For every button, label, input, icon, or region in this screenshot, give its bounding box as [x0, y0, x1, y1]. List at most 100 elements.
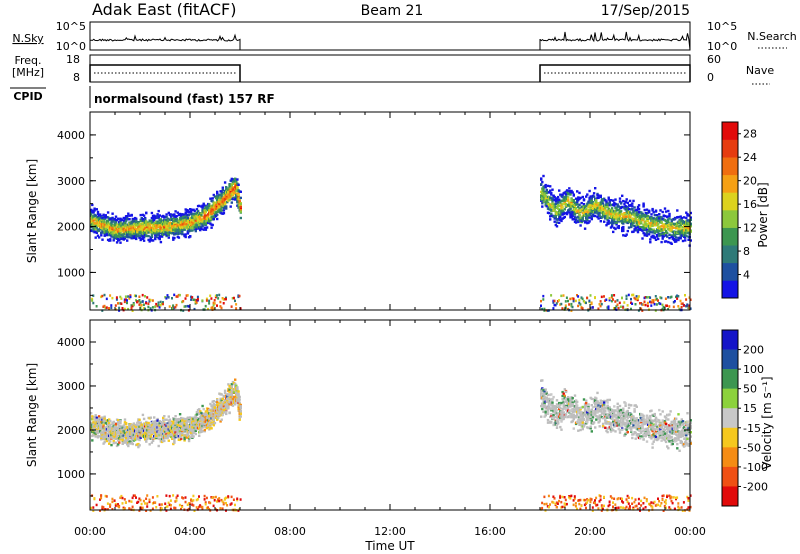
- velocity-cell: [165, 432, 168, 435]
- cpid-label: CPID: [13, 90, 42, 103]
- power-near-cell: [182, 309, 185, 312]
- velocity-near-cell: [117, 503, 119, 506]
- power-cell: [636, 215, 640, 219]
- power-near-cell: [689, 298, 692, 301]
- velocity-cell: [94, 435, 97, 438]
- power-near-cell: [578, 301, 581, 305]
- power-near-cell: [214, 294, 217, 298]
- power-cell: [624, 208, 627, 211]
- power-cell: [122, 216, 125, 220]
- power-cell: [641, 237, 644, 240]
- power-cell: [676, 223, 679, 226]
- velocity-cell: [111, 422, 114, 426]
- power-cell: [630, 218, 633, 222]
- power-colorbar-label: Power [dB]: [756, 182, 770, 247]
- power-cell: [664, 240, 668, 243]
- power-cell: [553, 208, 556, 211]
- power-near-cell: [151, 306, 154, 309]
- power-cell: [140, 228, 143, 231]
- power-cell: [673, 217, 677, 221]
- velocity-near-cell: [146, 494, 149, 497]
- power-cell: [167, 233, 170, 237]
- velocity-cell: [160, 428, 164, 431]
- power-cell: [544, 186, 547, 189]
- power-near-cell: [630, 301, 632, 304]
- power-cell: [101, 229, 104, 233]
- power-colorbar-segment: [722, 122, 738, 140]
- power-near-cell: [634, 297, 637, 301]
- power-cell: [153, 218, 156, 222]
- power-near-cell: [657, 299, 659, 302]
- power-cell: [616, 213, 619, 217]
- power-cell: [599, 194, 602, 197]
- power-cell: [106, 216, 110, 219]
- velocity-near-cell: [104, 508, 107, 511]
- power-near-cell: [211, 306, 214, 309]
- power-cell: [689, 218, 692, 221]
- power-near-cell: [239, 307, 242, 310]
- velocity-cell: [153, 416, 156, 419]
- velocity-near-cell: [111, 497, 114, 501]
- power-cell: [675, 240, 678, 243]
- power-near-cell: [567, 299, 569, 303]
- power-cell: [568, 190, 571, 193]
- velocity-cell: [127, 433, 130, 437]
- power-cell: [612, 199, 615, 202]
- power-near-cell: [219, 300, 222, 304]
- power-cell: [585, 207, 588, 211]
- power-cell: [562, 202, 565, 206]
- velocity-cell: [114, 433, 118, 436]
- power-near-cell: [591, 306, 594, 309]
- power-near-cell: [235, 303, 238, 306]
- power-near-cell: [209, 294, 212, 297]
- power-cell: [576, 190, 579, 193]
- power-cell: [558, 189, 561, 192]
- velocity-cell: [172, 436, 175, 439]
- power-near-cell: [205, 299, 208, 302]
- power-near-cell: [684, 294, 686, 297]
- nsearch-tick-top: 10^5: [707, 20, 737, 33]
- velocity-near-cell: [124, 501, 127, 504]
- freq-tick-top: 18: [66, 53, 80, 66]
- power-cell: [135, 221, 138, 224]
- power-cell: [163, 226, 166, 229]
- power-cell: [608, 216, 611, 220]
- power-near-cell: [175, 303, 178, 307]
- power-cell: [565, 211, 569, 214]
- power-near-cell: [130, 304, 133, 307]
- power-cell: [634, 218, 637, 221]
- power-cell: [542, 174, 545, 178]
- velocity-near-cell: [118, 505, 121, 509]
- power-cell: [558, 204, 561, 207]
- power-colorbar-segment: [722, 262, 738, 281]
- power-near-cell: [105, 306, 108, 309]
- velocity-cell: [162, 416, 165, 420]
- power-cell: [624, 200, 627, 204]
- power-cell: [631, 205, 634, 208]
- velocity-cell: [167, 439, 170, 442]
- velocity-cell: [139, 436, 142, 439]
- power-near-cell: [652, 301, 655, 304]
- power-cell: [622, 229, 625, 232]
- power-cell: [621, 205, 624, 209]
- power-cell: [160, 235, 164, 238]
- power-cell: [630, 225, 633, 229]
- power-near-cell: [546, 309, 549, 312]
- power-cell: [649, 230, 652, 234]
- nsky-line-0: [90, 33, 241, 50]
- power-near-cell: [553, 303, 556, 307]
- velocity-near-cell: [123, 498, 126, 501]
- power-cell: [196, 209, 200, 213]
- power-cell: [541, 197, 544, 201]
- power-cell: [123, 237, 127, 240]
- velocity-cell: [108, 418, 111, 421]
- power-cell: [651, 209, 654, 212]
- velocity-cell: [136, 423, 139, 427]
- power-near-cell: [572, 297, 575, 301]
- freq-line-1: [539, 64, 691, 82]
- power-cell: [636, 226, 640, 229]
- power-cell: [156, 213, 159, 216]
- power-near-cell: [542, 298, 545, 301]
- power-near-cell: [560, 294, 563, 298]
- velocity-cell: [167, 415, 170, 418]
